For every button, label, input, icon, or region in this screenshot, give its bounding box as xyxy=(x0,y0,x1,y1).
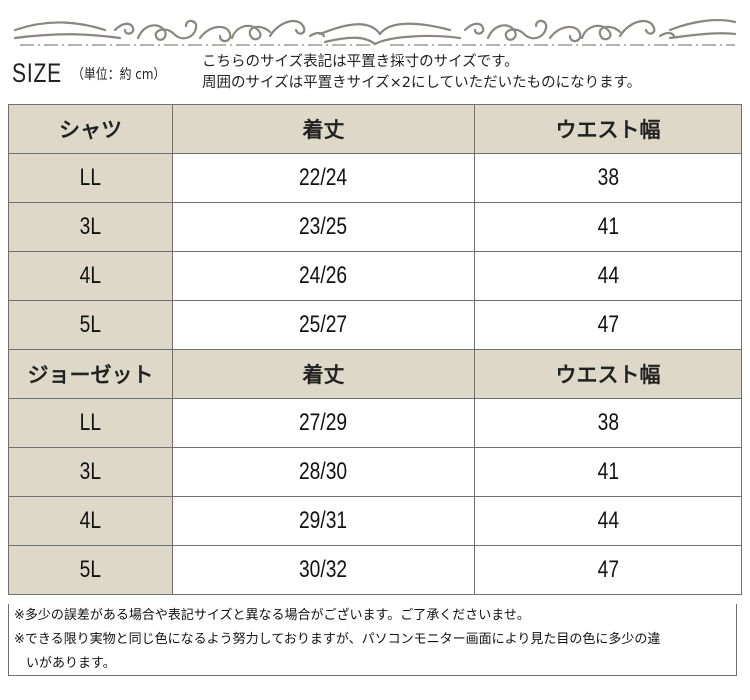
size-table: シャツ 着丈 ウエスト幅 LL 22/24 38 3L 23/25 41 4L … xyxy=(8,104,742,595)
waist-cell: 41 xyxy=(474,202,742,252)
column-header-waist: ウエスト幅 xyxy=(474,349,742,399)
waist-cell: 41 xyxy=(474,447,742,497)
size-note: こちらのサイズ表記は平置き採寸のサイズです。 周囲のサイズは平置きサイズ×2にし… xyxy=(202,52,641,94)
section-header-shirt: シャツ 着丈 ウエスト幅 xyxy=(8,104,742,154)
size-unit-label: （単位：約 cm） xyxy=(72,66,166,83)
waist-cell: 38 xyxy=(474,398,742,448)
size-cell: 5L xyxy=(8,545,173,595)
size-note-line: 周囲のサイズは平置きサイズ×2にしていただいたものになります。 xyxy=(202,75,642,91)
length-cell: 24/26 xyxy=(172,251,475,301)
size-cell: LL xyxy=(8,398,173,448)
waist-cell: 44 xyxy=(474,251,742,301)
section-name: ジョーゼット xyxy=(8,349,173,399)
waist-cell: 47 xyxy=(474,300,742,350)
size-heading: SIZE （単位：約 cm） xyxy=(12,58,182,89)
footnote-line: ※多少の誤差がある場合や表記サイズと異なる場合がございます。ご了承くださいませ。 xyxy=(14,608,530,623)
length-cell: 25/27 xyxy=(172,300,475,350)
length-cell: 29/31 xyxy=(172,496,475,546)
length-cell: 27/29 xyxy=(172,398,475,448)
size-title: SIZE xyxy=(12,58,62,88)
footnote-line: いがあります。 xyxy=(26,656,116,671)
size-note-line: こちらのサイズ表記は平置き採寸のサイズです。 xyxy=(202,54,519,70)
size-cell: 5L xyxy=(8,300,173,350)
length-cell: 22/24 xyxy=(172,153,475,203)
length-cell: 30/32 xyxy=(172,545,475,595)
footnote-line: ※できる限り実物と同じ色になるよう努力しておりますが、パソコンモニター画面により… xyxy=(14,632,661,647)
column-header-length: 着丈 xyxy=(172,104,475,154)
table-row: LL 22/24 38 xyxy=(8,153,742,203)
length-cell: 28/30 xyxy=(172,447,475,497)
length-cell: 23/25 xyxy=(172,202,475,252)
section-name: シャツ xyxy=(8,104,173,154)
size-cell: 3L xyxy=(8,202,173,252)
table-row: 4L 29/31 44 xyxy=(8,496,742,546)
table-row: LL 27/29 38 xyxy=(8,398,742,448)
column-header-length: 着丈 xyxy=(172,349,475,399)
waist-cell: 44 xyxy=(474,496,742,546)
size-cell: 3L xyxy=(8,447,173,497)
waist-cell: 38 xyxy=(474,153,742,203)
table-row: 3L 28/30 41 xyxy=(8,447,742,497)
table-row: 4L 24/26 44 xyxy=(8,251,742,301)
section-header-georgette: ジョーゼット 着丈 ウエスト幅 xyxy=(8,349,742,399)
size-cell: LL xyxy=(8,153,173,203)
footnote-box: ※多少の誤差がある場合や表記サイズと異なる場合がございます。ご了承くださいませ。… xyxy=(8,604,737,676)
ornamental-flourish-icon xyxy=(13,18,737,46)
size-cell: 4L xyxy=(8,496,173,546)
column-header-waist: ウエスト幅 xyxy=(474,104,742,154)
waist-cell: 47 xyxy=(474,545,742,595)
table-row: 5L 30/32 47 xyxy=(8,545,742,595)
size-cell: 4L xyxy=(8,251,173,301)
table-row: 3L 23/25 41 xyxy=(8,202,742,252)
table-row: 5L 25/27 47 xyxy=(8,300,742,350)
